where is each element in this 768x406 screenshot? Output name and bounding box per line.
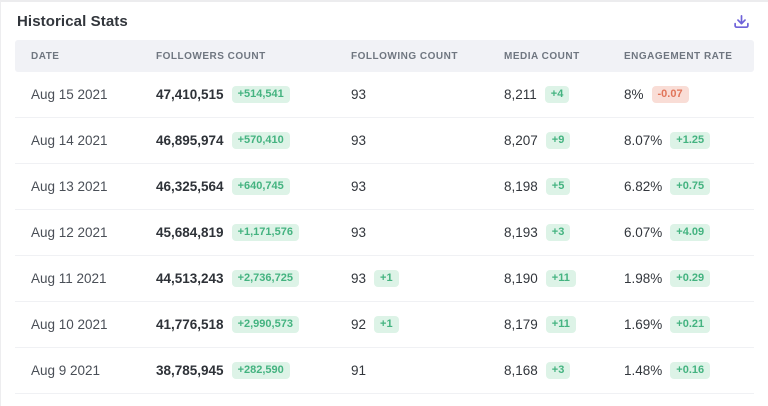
date-cell: Aug 15 2021 <box>31 87 108 102</box>
download-icon <box>733 13 750 30</box>
engagement-rate: 6.07% <box>624 225 663 240</box>
date-cell: Aug 12 2021 <box>31 225 108 240</box>
followers-delta-badge: +514,541 <box>231 86 290 103</box>
following-delta-badge: +1 <box>374 316 399 333</box>
following-count: 93 <box>351 179 367 194</box>
followers-delta-badge: +2,736,725 <box>231 270 299 287</box>
following-count: 93 <box>351 271 367 286</box>
media-delta-badge: +5 <box>545 178 571 195</box>
following-delta-badge: +1 <box>374 270 399 287</box>
media-count: 8,179 <box>504 317 538 332</box>
date-cell: Aug 13 2021 <box>31 179 108 194</box>
engagement-delta-badge: -0.07 <box>651 86 689 103</box>
media-count: 8,211 <box>504 87 537 102</box>
engagement-delta-badge: +4.09 <box>670 224 711 241</box>
following-count: 93 <box>351 225 367 240</box>
media-count: 8,190 <box>504 271 538 286</box>
date-cell: Aug 14 2021 <box>31 133 108 148</box>
media-delta-badge: +4 <box>544 86 570 103</box>
column-header-following-count: FOLLOWING COUNT <box>351 50 458 62</box>
media-count: 8,198 <box>504 179 538 194</box>
engagement-rate: 6.82% <box>624 179 663 194</box>
card-header: Historical Stats <box>1 2 768 40</box>
engagement-rate: 1.69% <box>624 317 663 332</box>
followers-count: 46,895,974 <box>156 133 224 148</box>
engagement-delta-badge: +0.21 <box>670 316 711 333</box>
followers-count: 44,513,243 <box>156 271 224 286</box>
followers-count: 46,325,564 <box>156 179 224 194</box>
media-delta-badge: +9 <box>545 132 571 149</box>
followers-count: 41,776,518 <box>156 317 224 332</box>
followers-count: 47,410,515 <box>156 87 224 102</box>
engagement-rate: 8% <box>624 87 644 102</box>
engagement-rate: 8.07% <box>624 133 663 148</box>
followers-count: 38,785,945 <box>156 363 224 378</box>
media-delta-badge: +3 <box>545 362 571 379</box>
table-row: Aug 11 2021 44,513,243 +2,736,725 93 +1 … <box>15 256 754 302</box>
engagement-delta-badge: +0.75 <box>670 178 711 195</box>
download-button[interactable] <box>731 11 752 32</box>
table-header-row: DATE FOLLOWERS COUNT FOLLOWING COUNT MED… <box>15 40 754 72</box>
table-row: Aug 13 2021 46,325,564 +640,745 93 8,198… <box>15 164 754 210</box>
engagement-rate: 1.48% <box>624 363 663 378</box>
media-delta-badge: +11 <box>545 316 576 333</box>
column-header-date: DATE <box>31 50 60 62</box>
column-header-engagement-rate: ENGAGEMENT RATE <box>624 50 733 62</box>
media-count: 8,207 <box>504 133 538 148</box>
engagement-delta-badge: +0.16 <box>670 362 711 379</box>
date-cell: Aug 10 2021 <box>31 317 108 332</box>
date-cell: Aug 11 2021 <box>31 271 107 286</box>
table-row: Aug 14 2021 46,895,974 +570,410 93 8,207… <box>15 118 754 164</box>
followers-delta-badge: +1,171,576 <box>231 224 299 241</box>
table-row: Aug 15 2021 47,410,515 +514,541 93 8,211… <box>15 72 754 118</box>
following-count: 91 <box>351 363 367 378</box>
followers-delta-badge: +2,990,573 <box>231 316 299 333</box>
media-delta-badge: +11 <box>545 270 576 287</box>
followers-delta-badge: +282,590 <box>231 362 290 379</box>
table-body: Aug 15 2021 47,410,515 +514,541 93 8,211… <box>15 72 754 394</box>
table-row: Aug 12 2021 45,684,819 +1,171,576 93 8,1… <box>15 210 754 256</box>
column-header-followers-count: FOLLOWERS COUNT <box>156 50 266 62</box>
followers-delta-badge: +570,410 <box>231 132 290 149</box>
following-count: 92 <box>351 317 367 332</box>
page-title: Historical Stats <box>17 12 128 30</box>
engagement-rate: 1.98% <box>624 271 663 286</box>
engagement-delta-badge: +1.25 <box>670 132 711 149</box>
engagement-delta-badge: +0.29 <box>670 270 711 287</box>
media-count: 8,193 <box>504 225 538 240</box>
following-count: 93 <box>351 87 367 102</box>
table-row: Aug 9 2021 38,785,945 +282,590 91 8,168 … <box>15 348 754 394</box>
date-cell: Aug 9 2021 <box>31 363 101 378</box>
media-delta-badge: +3 <box>545 224 571 241</box>
media-count: 8,168 <box>504 363 538 378</box>
followers-count: 45,684,819 <box>156 225 224 240</box>
column-header-media-count: MEDIA COUNT <box>504 50 580 62</box>
followers-delta-badge: +640,745 <box>231 178 290 195</box>
table-row: Aug 10 2021 41,776,518 +2,990,573 92 +1 … <box>15 302 754 348</box>
following-count: 93 <box>351 133 367 148</box>
